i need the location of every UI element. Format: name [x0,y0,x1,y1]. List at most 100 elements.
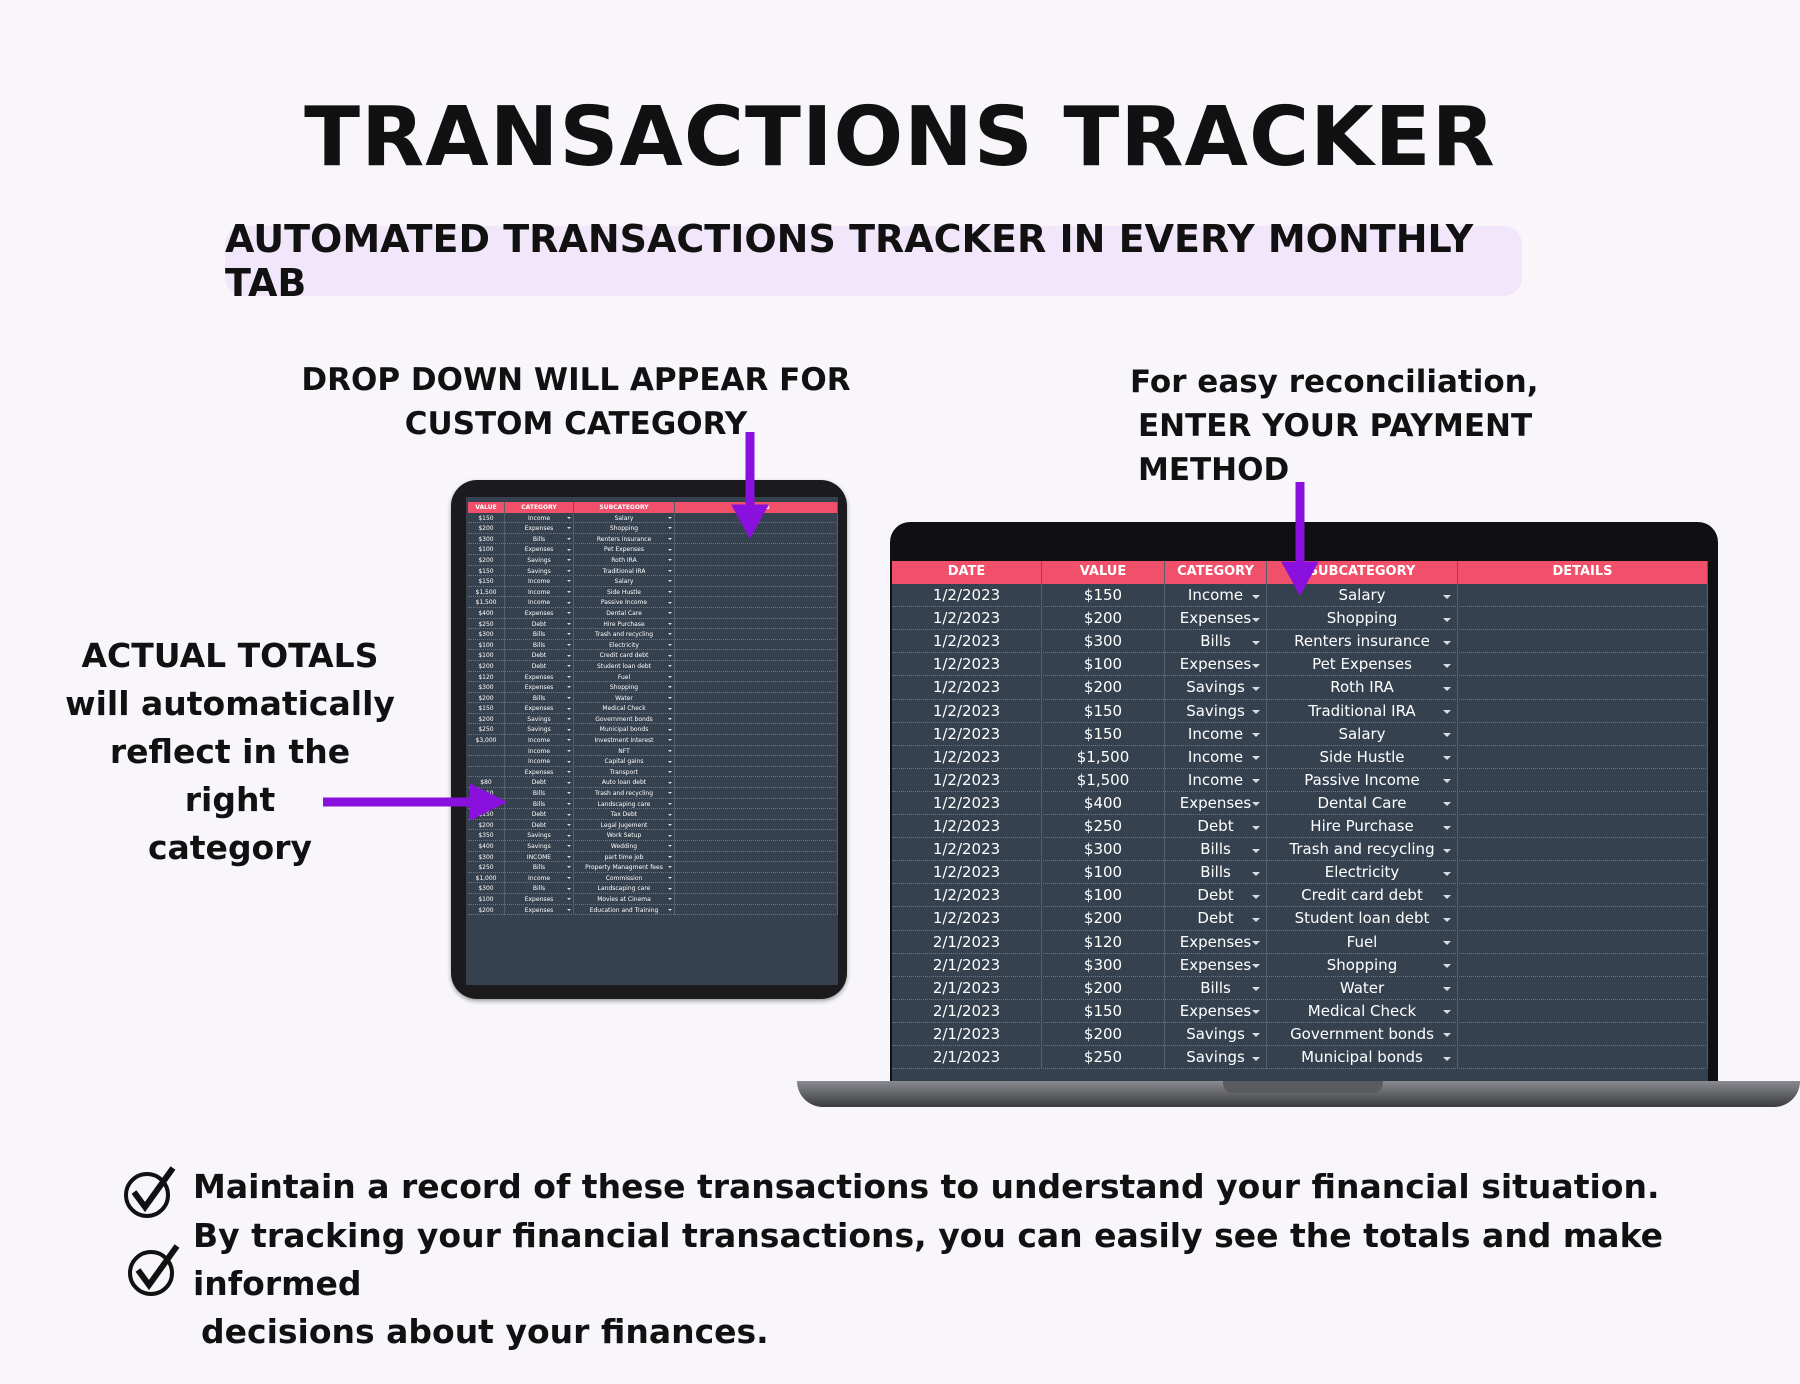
table-cell: $300 [468,629,505,640]
table-cell [675,523,838,534]
table-row: 1/2/2023 $150 Savings Traditional IRA [892,699,1708,723]
arrow-head [1281,561,1319,597]
table-row: $3,000 Income Investment Interest [468,735,838,746]
table-cell: Medical Check [1267,999,1458,1023]
table-cell: $300 [468,883,505,894]
table-cell: $150 [1042,584,1165,608]
table-cell: Landscaping care [574,883,675,894]
table-row: 1/2/2023 $100 Debt Credit card debt [892,884,1708,908]
table-cell [675,544,838,555]
table-cell: Side Hustle [574,586,675,598]
table-cell: Water [1267,976,1458,1000]
table-cell: $400 [1042,791,1165,816]
table-cell: Expenses [505,766,574,778]
table-cell: $200 [1042,907,1165,931]
table-row: $250 Debt Hire Purchase [468,618,838,630]
table-cell: Income [1165,722,1267,746]
note-line: category [147,828,313,867]
table-cell [468,756,505,767]
arrow-head [469,783,508,821]
table-cell: 1/2/2023 [892,768,1042,792]
table-cell [1458,1022,1708,1046]
table-cell [675,512,838,524]
table-cell: part time job [574,851,675,863]
table-row: 1/2/2023 $200 Debt Student loan debt [892,907,1708,931]
table-cell: Savings [1165,1045,1267,1070]
table-cell: 2/1/2023 [892,1045,1042,1070]
table-cell: $200 [468,660,505,672]
table-row: 1/2/2023 $300 Bills Renters insurance [892,630,1708,654]
table-cell: Expenses [505,607,574,619]
note-line: will automatically [65,684,395,723]
table-cell: Income [505,586,574,598]
table-cell: Expenses [505,703,574,714]
table-cell [1458,653,1708,677]
check [131,1166,176,1213]
table-cell [1458,699,1708,723]
table-cell: $200 [1042,607,1165,631]
table-cell [1458,999,1708,1023]
table-cell: Renters insurance [1267,630,1458,654]
table-cell: Passive Income [1267,768,1458,792]
table-cell: $120 [468,671,505,683]
table-row: $250 Savings Municipal bonds [468,724,838,736]
table-cell: $3,000 [468,735,505,746]
arrow-group [323,432,1319,821]
table-cell: $250 [1042,815,1165,839]
table-row: 2/1/2023 $200 Savings Government bonds [892,1022,1708,1046]
table-cell [675,819,838,831]
table-cell: Hire Purchase [574,618,675,630]
table-cell: 1/2/2023 [892,630,1042,654]
table-cell: $200 [468,819,505,831]
table-cell: Savings [505,841,574,852]
table-cell: Debt [505,777,574,789]
table-cell: $300 [1042,630,1165,654]
table-cell [1458,815,1708,839]
table-row: $1,500 Income Side Hustle [468,586,838,598]
table-cell [1458,630,1708,654]
table-cell [1458,791,1708,816]
table-cell: 1/2/2023 [892,676,1042,700]
table-cell [675,639,838,651]
table-cell: INCOME [505,851,574,863]
table-cell: Expenses [1165,999,1267,1023]
table-cell: $200 [1042,676,1165,700]
table-cell: Property Managment fees [574,862,675,873]
table-cell: Expenses [1165,930,1267,954]
table-row: $120 Expenses Fuel [468,671,838,683]
table-cell [675,671,838,683]
table-cell: Investment Interest [574,735,675,746]
table-cell: Bills [505,639,574,651]
table-row: $80 Debt Auto loan debt [468,777,838,789]
table-cell: $100 [1042,861,1165,885]
table-cell: $1,000 [468,872,505,884]
table-cell: Debt [505,650,574,661]
column-header: SUBCATEGORY [574,502,675,513]
table-cell: Student loan debt [574,660,675,672]
table-cell: Credit card debt [1267,884,1458,908]
table-cell: NFT [574,745,675,757]
table-row: $300 INCOME part time job [468,851,838,863]
table-row: 2/1/2023 $200 Bills Water [892,976,1708,1000]
table-cell: Debt [505,819,574,831]
table-cell: 1/2/2023 [892,584,1042,608]
column-header: VALUE [1042,561,1165,585]
table-cell: 1/2/2023 [892,722,1042,746]
table-cell [1458,676,1708,700]
dropdown-note: DROP DOWN WILL APPEAR FOR CUSTOM CATEGOR… [276,358,876,446]
table-cell: Shopping [574,523,675,534]
table-cell: 1/2/2023 [892,745,1042,769]
table-cell: $300 [468,851,505,863]
table-cell: Traditional IRA [574,565,675,577]
table-row: Income Capital gains [468,756,838,767]
table-cell [1458,584,1708,608]
table-cell: Credit card debt [574,650,675,661]
table-cell: Hire Purchase [1267,815,1458,839]
table-row: 1/2/2023 $300 Bills Trash and recycling [892,838,1708,862]
note-line: DROP DOWN WILL APPEAR FOR [301,362,851,398]
table-cell: Government bonds [1267,1022,1458,1046]
table-row: $300 Bills Renters insurance [468,533,838,545]
table-row: $150 Savings Traditional IRA [468,565,838,577]
table-cell: Bills [1165,976,1267,1000]
